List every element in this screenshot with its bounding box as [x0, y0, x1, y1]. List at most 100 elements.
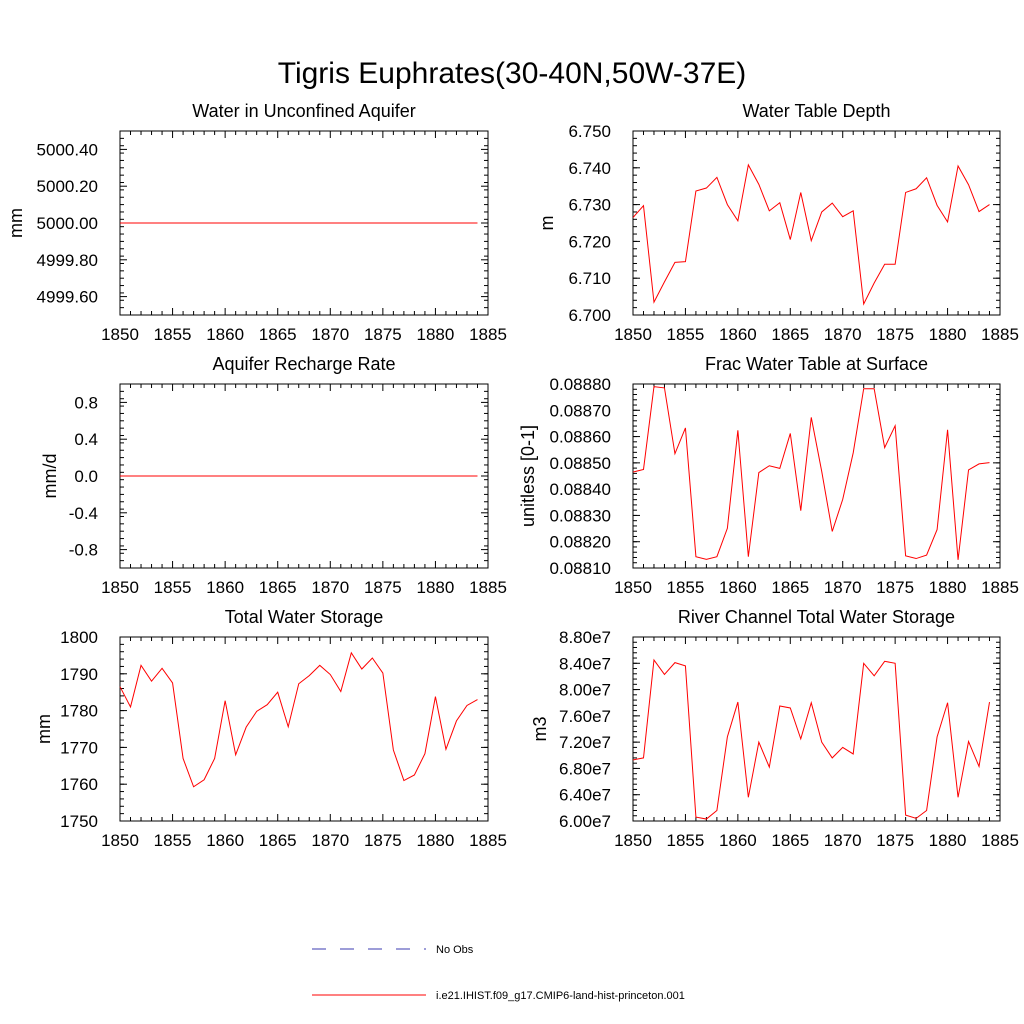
x-tick-label: 1875 [876, 831, 914, 850]
panel-2: Water Table Depth m 1850 1855 1860 1865 1870 18… [537, 101, 1019, 344]
y-tick-label: 6.40e7 [559, 786, 611, 805]
x-tick-label: 1880 [417, 831, 455, 850]
x-tick-label: 1870 [311, 578, 349, 597]
y-tick-label: 0.08880 [550, 375, 611, 394]
y-tick-label: 6.700 [568, 306, 611, 325]
y-tick-label: 1780 [60, 702, 98, 721]
y-tick-label: 6.730 [568, 196, 611, 215]
y-tick-label: 6.740 [568, 159, 611, 178]
y-tick-label: 1800 [60, 628, 98, 647]
y-tick-label: 7.20e7 [559, 733, 611, 752]
x-tick-label: 1880 [929, 831, 967, 850]
legend: No Obs i.e21.IHIST.f09_g17.CMIP6-land-hi… [312, 944, 685, 1002]
x-tick-label: 1880 [929, 325, 967, 344]
x-tick-label: 1870 [311, 325, 349, 344]
y-tick-label: -0.4 [69, 504, 98, 523]
y-tick-label: 0.4 [74, 430, 98, 449]
x-tick-label: 1850 [614, 578, 652, 597]
x-tick-label: 1875 [364, 325, 402, 344]
y-tick-label: 0.08830 [550, 506, 611, 525]
y-tick-label: 1770 [60, 738, 98, 757]
series-line [119, 651, 478, 788]
x-tick-label: 1865 [259, 325, 297, 344]
x-tick-label: 1850 [101, 578, 139, 597]
x-tick-label: 1885 [469, 325, 507, 344]
x-tick-label: 1860 [719, 578, 757, 597]
x-tick-label: 1875 [364, 578, 402, 597]
x-tick-label: 1855 [154, 325, 192, 344]
x-tick-label: 1885 [469, 578, 507, 597]
x-tick-label: 1860 [206, 325, 244, 344]
y-tick-label: 1790 [60, 665, 98, 684]
x-tick-label: 1855 [154, 578, 192, 597]
x-tick-label: 1850 [101, 831, 139, 850]
y-tick-label: 4999.60 [37, 288, 98, 307]
series-line [632, 386, 990, 560]
y-tick-label: 5000.20 [37, 177, 98, 196]
plot-frame [632, 383, 1001, 569]
y-tick-label: 6.750 [568, 122, 611, 141]
x-tick-label: 1865 [771, 325, 809, 344]
x-tick-label: 1850 [614, 831, 652, 850]
x-tick-label: 1870 [824, 831, 862, 850]
figure-title: Tigris Euphrates(30-40N,50W-37E) [278, 57, 747, 90]
y-axis-label: mm/d [40, 454, 60, 499]
y-axis-label: mm [34, 714, 54, 744]
panel-title: Total Water Storage [225, 607, 383, 627]
x-tick-label: 1880 [417, 325, 455, 344]
plot-frame [632, 130, 1001, 316]
plot-frame [632, 636, 1001, 822]
y-tick-label: 8.80e7 [559, 628, 611, 647]
x-tick-label: 1875 [364, 831, 402, 850]
y-tick-label: 8.40e7 [559, 654, 611, 673]
x-tick-label: 1850 [101, 325, 139, 344]
y-tick-label: 0.08870 [550, 401, 611, 420]
y-tick-label: 6.80e7 [559, 759, 611, 778]
y-tick-label: 6.720 [568, 232, 611, 251]
x-tick-label: 1860 [206, 578, 244, 597]
y-axis-label: m [537, 216, 557, 231]
x-tick-label: 1855 [154, 831, 192, 850]
y-axis-label: m3 [530, 716, 550, 741]
x-tick-label: 1880 [417, 578, 455, 597]
y-tick-label: 0.0 [74, 467, 98, 486]
x-tick-label: 1875 [876, 578, 914, 597]
y-tick-label: 5000.40 [37, 140, 98, 159]
x-tick-label: 1870 [824, 325, 862, 344]
panel-title: Water Table Depth [742, 101, 890, 121]
y-tick-label: 0.08840 [550, 480, 611, 499]
x-tick-label: 1865 [259, 831, 297, 850]
y-tick-label: 0.08810 [550, 559, 611, 578]
y-axis-label: mm [6, 208, 26, 238]
x-tick-label: 1865 [771, 831, 809, 850]
x-tick-label: 1855 [667, 578, 705, 597]
x-tick-label: 1865 [259, 578, 297, 597]
panel-1: Water in Unconfined Aquifer mm 1850 1855 186… [6, 101, 507, 344]
y-tick-label: 0.8 [74, 393, 98, 412]
x-tick-label: 1860 [719, 325, 757, 344]
panel-title: River Channel Total Water Storage [678, 607, 955, 627]
panel-6: River Channel Total Water Storage m3 1850 1… [530, 607, 1019, 850]
panel-5: Total Water Storage mm 1850 1855 1860 1865 187… [34, 607, 507, 850]
panel-3: Aquifer Recharge Rate mm/d 1850 1855 1860 186… [40, 354, 507, 597]
y-tick-label: 4999.80 [37, 251, 98, 270]
panel-title: Frac Water Table at Surface [705, 354, 928, 374]
y-tick-label: 8.00e7 [559, 681, 611, 700]
series-line [632, 658, 991, 820]
x-tick-label: 1885 [469, 831, 507, 850]
x-tick-label: 1870 [824, 578, 862, 597]
y-tick-label: 1750 [60, 812, 98, 831]
x-tick-label: 1885 [981, 578, 1019, 597]
x-tick-label: 1885 [981, 325, 1019, 344]
panel-4: Frac Water Table at Surface unitless [0-1… [518, 354, 1019, 597]
y-tick-label: 0.08820 [550, 533, 611, 552]
panel-title: Aquifer Recharge Rate [212, 354, 395, 374]
x-tick-label: 1880 [929, 578, 967, 597]
y-tick-label: 1760 [60, 775, 98, 794]
legend-label-model: i.e21.IHIST.f09_g17.CMIP6-land-hist-prin… [436, 990, 685, 1002]
panel-grid: Water in Unconfined Aquifer mm 1850 1855 186… [6, 101, 1019, 850]
x-tick-label: 1860 [206, 831, 244, 850]
x-tick-label: 1850 [614, 325, 652, 344]
plot-frame [119, 636, 489, 822]
